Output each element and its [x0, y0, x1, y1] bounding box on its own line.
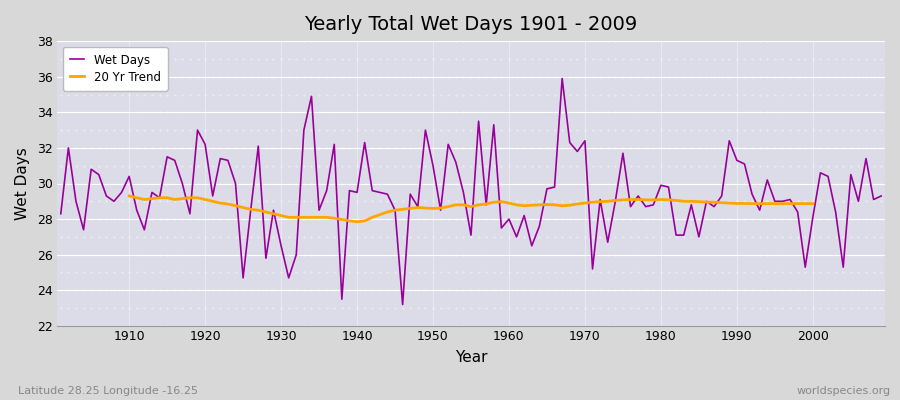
20 Yr Trend — [299, 215, 310, 220]
Wet Days — [876, 194, 886, 198]
Wet Days — [557, 76, 568, 81]
Line: 20 Yr Trend: 20 Yr Trend — [130, 196, 813, 222]
Wet Days — [284, 276, 294, 280]
20 Yr Trend — [284, 215, 294, 220]
20 Yr Trend — [792, 201, 803, 206]
X-axis label: Year: Year — [454, 350, 487, 365]
Wet Days — [116, 190, 127, 195]
20 Yr Trend — [207, 199, 218, 204]
Wet Days — [328, 142, 339, 147]
Text: worldspecies.org: worldspecies.org — [796, 386, 891, 396]
Wet Days — [610, 199, 621, 204]
Line: Wet Days: Wet Days — [61, 78, 881, 304]
Y-axis label: Wet Days: Wet Days — [15, 147, 30, 220]
Wet Days — [504, 217, 515, 222]
Text: Latitude 28.25 Longitude -16.25: Latitude 28.25 Longitude -16.25 — [18, 386, 198, 396]
20 Yr Trend — [800, 201, 811, 206]
Wet Days — [511, 234, 522, 239]
20 Yr Trend — [124, 194, 135, 198]
20 Yr Trend — [807, 201, 818, 206]
Legend: Wet Days, 20 Yr Trend: Wet Days, 20 Yr Trend — [63, 47, 167, 91]
20 Yr Trend — [352, 219, 363, 224]
Wet Days — [397, 302, 408, 307]
Title: Yearly Total Wet Days 1901 - 2009: Yearly Total Wet Days 1901 - 2009 — [304, 15, 637, 34]
20 Yr Trend — [708, 200, 719, 204]
Wet Days — [56, 211, 67, 216]
